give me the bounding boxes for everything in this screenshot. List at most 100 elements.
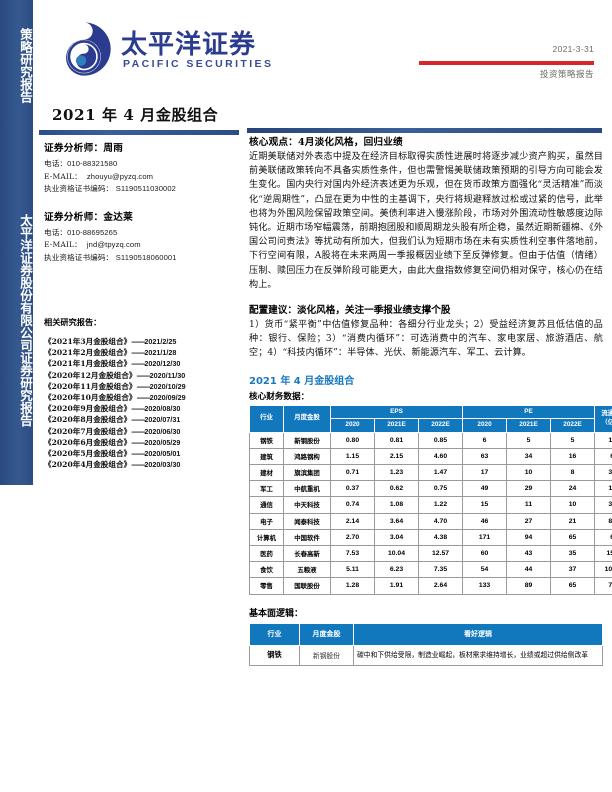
th-sub-2021e: 2021E bbox=[374, 418, 419, 433]
related-report-item[interactable]: 《2020年4月金股组合》——2020/03/30 bbox=[44, 459, 244, 470]
cell-logic-stock: 新钢股份 bbox=[299, 644, 354, 666]
cell-cap: 10382 bbox=[594, 561, 612, 579]
related-report-item[interactable]: 《2021年3月金股组合》——2021/2/25 bbox=[44, 336, 244, 347]
related-report-item[interactable]: 《2021年1月金股组合》——2020/12/30 bbox=[44, 358, 244, 369]
cell-industry: 建材 bbox=[249, 464, 284, 482]
cell-pe2021: 10 bbox=[506, 464, 552, 482]
cell-industry: 建筑 bbox=[249, 447, 284, 466]
related-report-item[interactable]: 《2020年6月金股组合》——2020/05/29 bbox=[44, 437, 244, 448]
core-view-heading: 核心观点：4月淡化风格，回归业绩 bbox=[249, 137, 403, 148]
cell-eps2022: 2.64 bbox=[417, 577, 464, 595]
related-report-date: 2020/11/30 bbox=[149, 370, 186, 380]
financial-table-body: 钢铁新钢股份0.800.810.85655178建筑鸿路钢构1.152.154.… bbox=[249, 431, 612, 595]
related-report-date: 2021/1/28 bbox=[144, 348, 177, 358]
logo-chinese-name: 太平洋证券 bbox=[121, 30, 257, 60]
cell-eps2022: 4.38 bbox=[417, 528, 464, 546]
related-report-item[interactable]: 《2020年7月金股组合》——2020/06/30 bbox=[44, 426, 244, 437]
th-group-pe: PE bbox=[462, 404, 596, 420]
cell-stock: 五粮液 bbox=[283, 561, 331, 579]
cell-pe2022: 24 bbox=[550, 480, 596, 498]
analyst-phone: 电话：010-88321580 bbox=[44, 158, 242, 171]
analyst-cert-label: 执业资格证书编码： bbox=[44, 252, 114, 262]
cell-pe2021: 27 bbox=[506, 512, 552, 530]
related-report-item[interactable]: 《2021年2月金股组合》——2021/1/28 bbox=[44, 347, 244, 358]
cell-pe2021: 44 bbox=[506, 561, 552, 579]
related-report-dash: —— bbox=[131, 337, 145, 346]
th-sub-2020: 2020 bbox=[462, 418, 508, 433]
basic-logic-heading: 基本面逻辑： bbox=[249, 608, 304, 619]
cell-stock: 中国软件 bbox=[283, 528, 331, 546]
related-report-dash: —— bbox=[131, 415, 145, 425]
cell-pe2020: 63 bbox=[462, 447, 508, 466]
cell-stock: 鸿路钢构 bbox=[283, 447, 331, 466]
related-report-name: 《2021年3月金股组合》 bbox=[44, 337, 132, 346]
cell-pe2020: 15 bbox=[462, 496, 508, 514]
related-report-item[interactable]: 《2020年10月金股组合》——2020/09/29 bbox=[44, 392, 244, 403]
financial-data-heading: 核心财务数据： bbox=[249, 391, 310, 402]
th-sub-2020: 2020 bbox=[330, 418, 375, 433]
analyst-email-value[interactable]: zhouyu@pyzq.com bbox=[86, 171, 154, 181]
cell-eps2021: 3.64 bbox=[374, 512, 419, 530]
cell-pe2022: 21 bbox=[550, 512, 596, 530]
cell-eps2020: 0.71 bbox=[330, 464, 375, 482]
related-report-item[interactable]: 《2020年5月金股组合》——2020/05/01 bbox=[44, 448, 244, 459]
cell-eps2021: 1.91 bbox=[374, 577, 419, 595]
related-report-item[interactable]: 《2020年9月金股组合》——2020/08/30 bbox=[44, 403, 244, 414]
cell-eps2022: 4.70 bbox=[417, 512, 464, 530]
cell-industry: 食饮 bbox=[249, 561, 284, 579]
logic-row: 钢铁 新钢股份 碳中和下供给受限，制造业崛起，板材需求维持增长，业绩或超过供给侧改革 bbox=[249, 644, 603, 666]
related-report-name: 《2020年6月金股组合》 bbox=[44, 437, 132, 447]
analyst-cert: 执业资格证书编码： S1190511030002 bbox=[44, 183, 242, 196]
analyst-info-block: 证券分析师：周雨 电话：010-88321580 E-MAIL： zhouyu@… bbox=[44, 140, 242, 278]
analyst-email: E-MAIL： zhouyu@pyzq.com bbox=[44, 171, 242, 184]
related-report-date: 2020/05/29 bbox=[144, 437, 181, 447]
related-reports-title: 相关研究报告： bbox=[44, 317, 102, 327]
analyst-cert-value: S1190511030002 bbox=[115, 184, 177, 194]
analyst-phone: 电话：010-88695265 bbox=[44, 227, 242, 240]
th-logic-reason: 看好逻辑 bbox=[353, 622, 603, 646]
cell-eps2022: 4.60 bbox=[417, 447, 464, 466]
th-sub-2022e: 2022E bbox=[417, 418, 464, 433]
related-report-name: 《2020年11月金股组合》 bbox=[44, 381, 137, 391]
cell-eps2021: 3.04 bbox=[374, 528, 419, 546]
financial-table: 行业 月度金股 EPS PE 流通市值（亿元） 20202021E2022E20… bbox=[249, 404, 612, 595]
cell-pe2022: 8 bbox=[550, 464, 596, 482]
cell-pe2021: 89 bbox=[506, 577, 552, 595]
cell-pe2022: 10 bbox=[550, 496, 596, 514]
cell-pe2022: 35 bbox=[550, 544, 596, 563]
cell-cap: 178 bbox=[594, 431, 612, 449]
cell-cap: 850 bbox=[594, 512, 612, 530]
cell-industry: 电子 bbox=[249, 512, 284, 530]
cell-stock: 国联股份 bbox=[283, 577, 331, 595]
analyst-cert-label: 执业资格证书编码： bbox=[44, 184, 114, 194]
cell-industry: 钢铁 bbox=[249, 431, 284, 449]
right-column-divider bbox=[247, 128, 602, 133]
cell-eps2021: 1.08 bbox=[374, 496, 419, 514]
cell-pe2020: 46 bbox=[462, 512, 508, 530]
related-report-item[interactable]: 《2020年11月金股组合》——2020/10/29 bbox=[44, 381, 244, 392]
related-report-dash: —— bbox=[131, 449, 145, 459]
analyst-card: 证券分析师：周雨 电话：010-88321580 E-MAIL： zhouyu@… bbox=[44, 140, 242, 196]
th-sub-2021e: 2021E bbox=[506, 418, 552, 433]
related-report-item[interactable]: 《2020年12月金股组合》——2020/11/30 bbox=[44, 370, 244, 381]
related-report-item[interactable]: 《2020年8月金股组合》——2020/07/31 bbox=[44, 414, 244, 425]
related-report-name: 《2020年5月金股组合》 bbox=[44, 449, 132, 459]
related-report-dash: —— bbox=[136, 393, 150, 403]
cell-eps2022: 12.57 bbox=[417, 544, 464, 563]
analyst-phone-value: 010-88695265 bbox=[67, 227, 118, 237]
cell-eps2020: 0.37 bbox=[330, 480, 375, 498]
related-report-date: 2021/2/25 bbox=[144, 337, 177, 346]
analyst-email-value[interactable]: jnd@tpyzq.com bbox=[86, 240, 141, 250]
cell-pe2020: 54 bbox=[462, 561, 508, 579]
related-report-dash: —— bbox=[136, 381, 150, 391]
basic-logic-table: 行业 月度金股 看好逻辑 钢铁 新钢股份 碳中和下供给受限，制造业崛起，板材需求维持… bbox=[249, 622, 603, 666]
cell-pe2020: 17 bbox=[462, 464, 508, 482]
page-title: 2021 年 4 月金股组合 bbox=[52, 106, 219, 124]
